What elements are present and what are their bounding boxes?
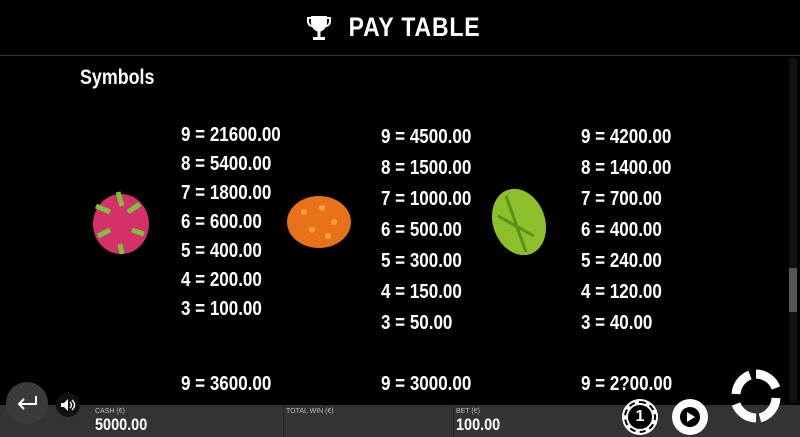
- coin-value-button[interactable]: 1: [622, 399, 658, 435]
- starfruit-icon: [491, 188, 547, 256]
- payout: 6 = 400.00: [581, 219, 662, 241]
- payout: 7 = 700.00: [581, 188, 662, 210]
- payout: 4 = 200.00: [181, 269, 262, 291]
- payout: 9 = 2?00.00: [581, 373, 673, 395]
- bet-field: BET (€) 100.00: [453, 405, 614, 437]
- payout: 9 = 4500.00: [381, 126, 472, 148]
- kiwano-icon: [287, 196, 351, 248]
- bet-label: BET (€): [456, 408, 480, 415]
- bet-value: 100.00: [456, 415, 501, 434]
- payout: 9 = 3000.00: [381, 373, 472, 395]
- cash-field: CASH (€) 5000.00: [93, 405, 281, 437]
- payout: 3 = 100.00: [181, 298, 262, 320]
- payout: 4 = 120.00: [581, 281, 662, 303]
- payout: 3 = 50.00: [381, 312, 453, 334]
- section-title: Symbols: [80, 66, 155, 89]
- spin-button[interactable]: [728, 368, 784, 424]
- payout: 6 = 600.00: [181, 211, 262, 233]
- payout: 5 = 240.00: [581, 250, 662, 272]
- bottom-bar: CASH (€) 5000.00 TOTAL WIN (€) BET (€) 100…: [0, 405, 800, 437]
- total-win-label: TOTAL WIN (€): [286, 408, 334, 415]
- coin-icon: 1: [624, 401, 656, 433]
- payout: 7 = 1000.00: [381, 188, 472, 210]
- payout: 7 = 1800.00: [181, 182, 272, 204]
- spin-icon: [731, 369, 781, 423]
- total-win-field: TOTAL WIN (€): [283, 405, 454, 437]
- payout: 8 = 1500.00: [381, 157, 472, 179]
- payout: 6 = 500.00: [381, 219, 462, 241]
- cash-value: 5000.00: [95, 415, 148, 434]
- payout-list: 9 = 4200.00 8 = 1400.00 7 = 700.00 6 = 4…: [581, 122, 671, 339]
- back-button[interactable]: [6, 382, 48, 424]
- payout: 9 = 21600.00: [181, 124, 281, 146]
- autoplay-icon: [680, 407, 700, 427]
- page-title: PAY TABLE: [349, 12, 481, 42]
- scrollbar[interactable]: [789, 58, 797, 403]
- payout: 5 = 400.00: [181, 240, 262, 262]
- trophy-icon: [307, 15, 332, 40]
- sound-button[interactable]: [56, 393, 80, 417]
- dragon-fruit-icon: [93, 191, 149, 255]
- header: PAY TABLE: [0, 0, 800, 56]
- scrollbar-thumb[interactable]: [789, 268, 797, 312]
- cash-label: CASH (€): [95, 408, 125, 415]
- payout: 4 = 150.00: [381, 281, 462, 303]
- return-arrow-icon: [17, 396, 37, 410]
- speaker-icon: [61, 399, 76, 411]
- payout: 8 = 5400.00: [181, 153, 272, 175]
- payout-list: 9 = 4500.00 8 = 1500.00 7 = 1000.00 6 = …: [381, 122, 471, 339]
- payout: 5 = 300.00: [381, 250, 462, 272]
- autoplay-button[interactable]: [672, 399, 708, 435]
- payout: 9 = 4200.00: [581, 126, 672, 148]
- payout: 9 = 3600.00: [181, 373, 272, 395]
- payout: 3 = 40.00: [581, 312, 653, 334]
- payout-list: 9 = 21600.00 8 = 5400.00 7 = 1800.00 6 =…: [181, 121, 281, 324]
- payout: 8 = 1400.00: [581, 157, 672, 179]
